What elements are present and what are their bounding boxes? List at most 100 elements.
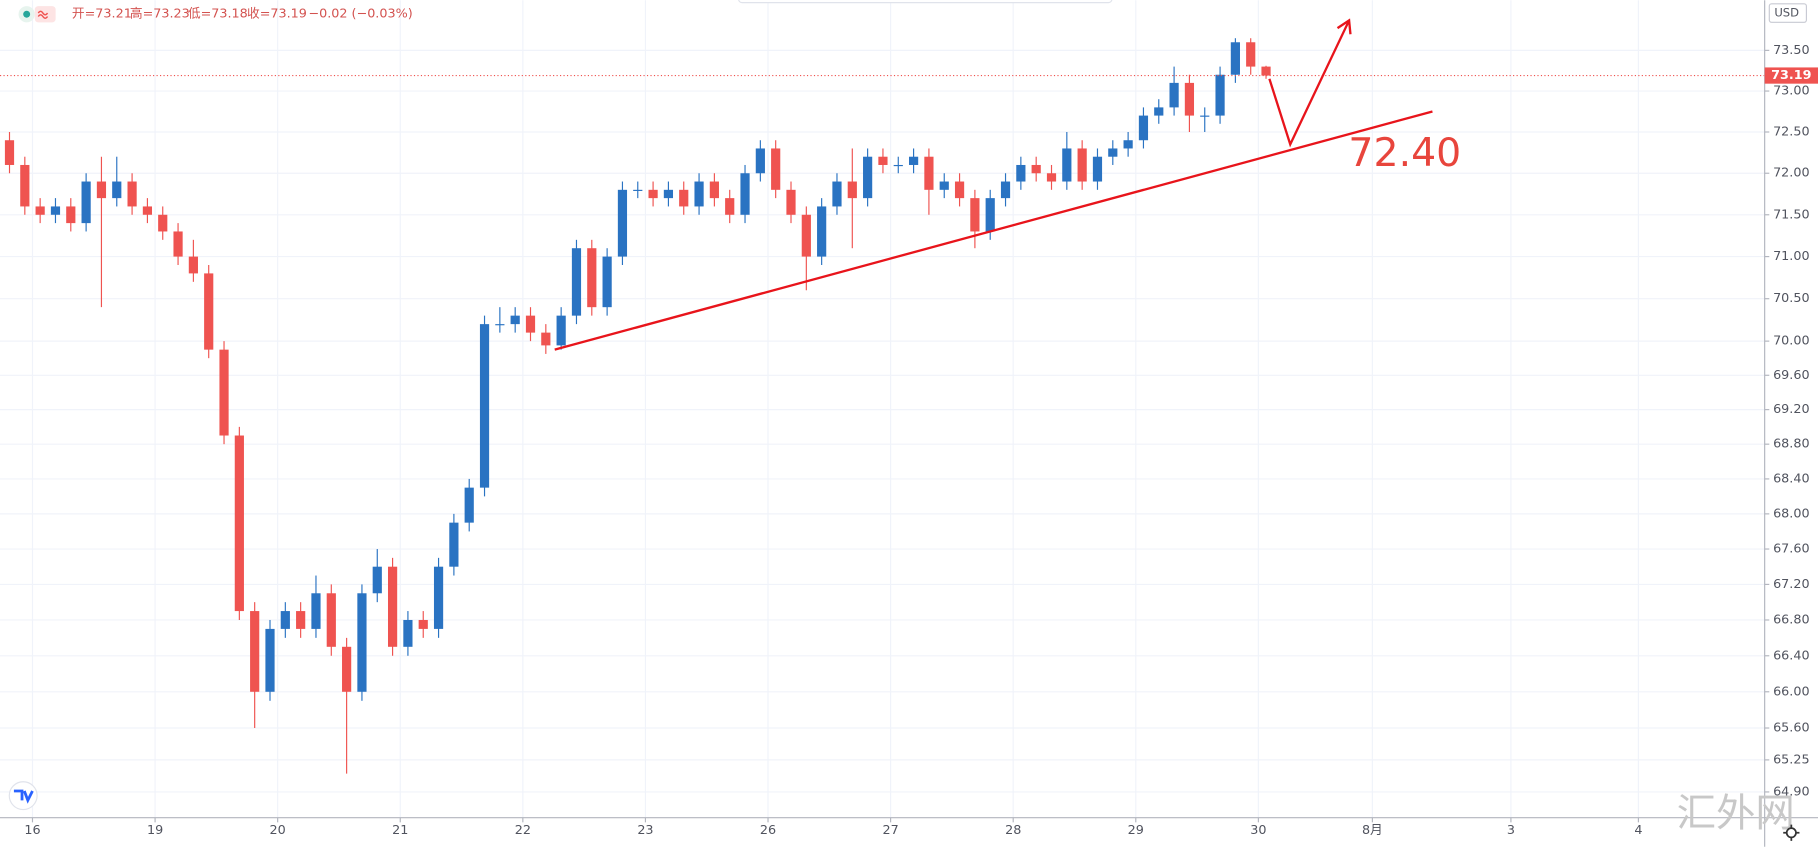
candle-body — [679, 189, 689, 207]
candle-body — [127, 181, 137, 207]
candle-body — [96, 181, 107, 199]
candle-body — [633, 189, 643, 191]
y-tick-label: 68.00 — [1773, 506, 1810, 521]
candle-body — [970, 198, 980, 232]
candle-body — [648, 189, 658, 199]
y-tick-label: 73.00 — [1773, 84, 1810, 99]
candle-body — [602, 256, 612, 308]
candle-body — [219, 349, 229, 436]
candle-body — [556, 315, 566, 346]
y-tick-label: 70.00 — [1773, 334, 1810, 349]
header-low: 低=73.18 — [188, 7, 248, 22]
candle-body — [878, 156, 888, 165]
x-tick-label: 27 — [882, 823, 898, 838]
y-tick-label: 66.00 — [1773, 684, 1810, 699]
candle-body — [1092, 156, 1103, 182]
wave-glyph — [37, 10, 49, 19]
candle-body — [464, 487, 474, 523]
candle-body — [786, 189, 796, 215]
candle-body — [510, 315, 520, 325]
status-dot — [23, 10, 31, 18]
candle-body — [173, 231, 183, 257]
y-tick-label: 71.50 — [1773, 207, 1810, 222]
candle-body — [1046, 173, 1057, 182]
candle-body — [755, 148, 765, 174]
x-tick-label: 28 — [1005, 823, 1021, 838]
currency-button[interactable] — [1768, 3, 1807, 23]
y-tick-label: 69.60 — [1773, 368, 1810, 383]
x-tick-label: 16 — [24, 823, 40, 838]
tv-logo — [8, 781, 38, 811]
candle-body — [204, 273, 214, 350]
candle-body — [35, 206, 45, 215]
candle-body — [1016, 164, 1026, 182]
candle-body — [387, 566, 398, 647]
candle-body — [418, 619, 428, 629]
candle-body — [449, 522, 459, 567]
candle-body — [188, 256, 198, 274]
y-tick-label: 67.20 — [1773, 577, 1810, 592]
candle-body — [1184, 82, 1195, 116]
candle-body — [265, 628, 275, 692]
y-tick-label: 69.20 — [1773, 402, 1810, 417]
candle-body — [372, 566, 382, 594]
candle-body — [694, 181, 704, 207]
x-tick-label: 22 — [515, 823, 531, 838]
trendline — [554, 110, 1433, 351]
candle-body — [1077, 148, 1087, 182]
header-high: 高=73.23 — [130, 6, 190, 22]
candle-body — [1154, 107, 1164, 116]
candle-body — [725, 198, 735, 215]
x-tick-label: 3 — [1507, 823, 1515, 838]
candle-body — [66, 206, 76, 224]
candle-body — [587, 248, 597, 308]
candle-body — [1031, 164, 1041, 174]
candle-body — [771, 148, 781, 190]
candle-body — [280, 611, 290, 629]
x-tick-label: 26 — [760, 823, 776, 838]
candle-body — [817, 206, 827, 257]
candle-body — [1261, 66, 1271, 76]
candle-body — [908, 156, 919, 165]
y-tick-label: 68.40 — [1773, 471, 1810, 486]
x-tick-label: 4 — [1634, 823, 1642, 838]
x-tick-label: 8月 — [1362, 823, 1383, 838]
candle-body — [740, 173, 750, 215]
forecast-arrow — [1268, 19, 1351, 148]
drawings: 72.40 — [0, 18, 1765, 351]
currency[interactable]: USD — [1774, 6, 1799, 20]
candle-body — [1230, 42, 1240, 75]
candle-body — [112, 181, 122, 199]
y-tick-label: 71.00 — [1773, 249, 1810, 264]
candle-body — [571, 248, 582, 316]
candle-body — [617, 189, 628, 257]
candle-body — [250, 611, 260, 692]
candle-body — [311, 593, 321, 629]
y-tick-label: 70.50 — [1773, 291, 1810, 306]
candles — [4, 38, 1271, 774]
header-close: 收=73.19 — [247, 7, 307, 22]
header-change: −0.02 (−0.03%) — [308, 7, 412, 22]
y-tick-label: 65.60 — [1773, 721, 1810, 736]
y-tick-label: 65.25 — [1773, 752, 1810, 767]
toolbar-stub — [738, 0, 1113, 4]
candle-body — [234, 435, 244, 612]
candle-body — [1138, 115, 1149, 141]
candle-body — [342, 646, 352, 692]
candle-body — [801, 214, 811, 257]
candle-body — [403, 619, 413, 647]
candle-body — [495, 324, 505, 326]
x-tick-label: 20 — [270, 823, 286, 838]
candle-body — [939, 181, 949, 190]
settings-icon[interactable] — [1783, 824, 1800, 841]
candle-body — [326, 593, 336, 647]
candle-body — [893, 164, 903, 167]
candle-body — [1123, 140, 1133, 149]
candle-body — [296, 611, 306, 629]
y-tick-label: 67.60 — [1773, 542, 1810, 557]
candle-body — [479, 324, 490, 488]
annotation: 72.40 — [1348, 130, 1461, 176]
candle-body — [433, 566, 444, 629]
